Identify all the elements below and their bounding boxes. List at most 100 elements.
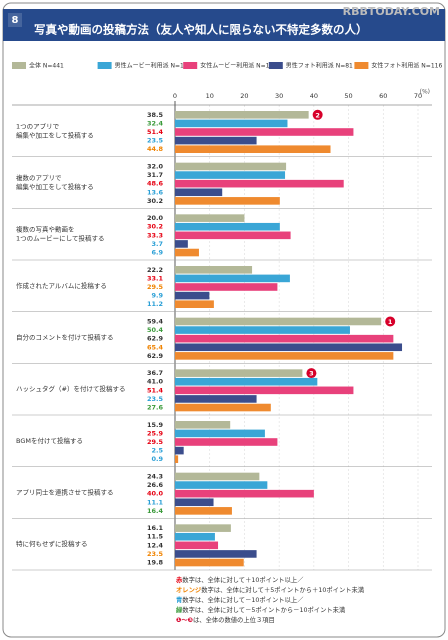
note: ❶～❸は、全体の数値の上位３項目 xyxy=(176,615,275,624)
category-label: 1つのアプリで編集や加工をして投稿する xyxy=(16,122,94,139)
bar xyxy=(175,532,215,541)
value-label: 29.5 xyxy=(147,438,164,446)
bar xyxy=(175,145,331,153)
bar xyxy=(175,266,253,274)
value-label: 23.5 xyxy=(147,395,164,403)
legend-swatch xyxy=(183,62,198,69)
bar xyxy=(175,248,199,257)
x-tick-label: 20 xyxy=(240,92,248,100)
bar xyxy=(175,291,210,300)
value-label: 40.0 xyxy=(147,490,164,498)
value-label: 9.9 xyxy=(151,292,163,300)
bar xyxy=(175,197,280,205)
bar xyxy=(175,222,280,231)
bar xyxy=(175,343,403,352)
bar xyxy=(175,283,278,291)
bar xyxy=(175,455,179,463)
value-label: 6.9 xyxy=(151,249,163,257)
bar xyxy=(175,498,214,507)
note: 赤数字は、全体に対して＋10ポイント以上／ xyxy=(176,575,304,584)
bar xyxy=(175,352,394,360)
legend-swatch xyxy=(354,62,369,69)
value-label: 30.2 xyxy=(147,197,163,205)
value-label: 20.0 xyxy=(147,214,164,222)
rank-label: 1 xyxy=(388,318,393,326)
bar xyxy=(175,541,219,550)
value-label: 44.8 xyxy=(147,145,164,153)
value-label: 51.4 xyxy=(147,386,164,394)
bar xyxy=(175,119,288,128)
value-label: 32.4 xyxy=(147,119,164,127)
note-prefix: 青 xyxy=(176,595,183,604)
category-label: 自分のコメントを付けて投稿する xyxy=(16,333,114,342)
value-label: 32.0 xyxy=(147,162,164,170)
note: オレンジ数字は、全体に対して＋5ポイントから＋10ポイント未満 xyxy=(176,585,365,594)
bar xyxy=(175,438,278,446)
note-text: 数字は、全体に対して－10ポイント以上／ xyxy=(182,595,304,604)
x-tick-label: 0 xyxy=(173,92,177,100)
value-label: 48.6 xyxy=(147,180,164,188)
bar xyxy=(175,317,382,326)
category-label: 複数のアプリで編集や加工をして投稿する xyxy=(16,173,94,191)
bar xyxy=(175,489,314,498)
value-label: 3.7 xyxy=(151,240,163,248)
value-label: 50.4 xyxy=(147,326,164,334)
bar xyxy=(175,300,214,308)
header-bar xyxy=(3,9,445,41)
value-label: 25.9 xyxy=(147,429,164,437)
value-label: 11.1 xyxy=(147,498,164,506)
value-label: 11.2 xyxy=(147,300,163,308)
bar xyxy=(175,550,257,558)
watermark: RBBTODAY.COM xyxy=(343,5,440,18)
value-label: 38.5 xyxy=(147,111,164,119)
bar xyxy=(175,395,257,403)
category-label: BGMを付けて投稿する xyxy=(16,436,83,445)
legend-swatch xyxy=(12,62,26,69)
category-label: 複数の写真や動画を 1つのムービーにして投稿する xyxy=(16,225,104,243)
category-label: 作成されたアルバムに投稿する xyxy=(16,281,107,290)
bar xyxy=(175,472,260,481)
value-label: 12.4 xyxy=(147,541,164,549)
bar xyxy=(175,136,257,145)
value-label: 65.4 xyxy=(147,343,164,351)
value-label: 62.9 xyxy=(147,352,164,360)
category-label: アプリ同士を連携させて投稿する xyxy=(16,488,114,497)
note-prefix: オレンジ xyxy=(176,586,202,594)
legend-label: 女性ムービー利用派 N=105 xyxy=(200,62,277,70)
note: 緑数字は、全体に対して－5ポイントから－10ポイント未満 xyxy=(176,605,346,614)
value-label: 13.6 xyxy=(147,188,164,196)
value-label: 11.5 xyxy=(147,533,164,541)
value-label: 0.9 xyxy=(151,455,163,463)
value-label: 24.3 xyxy=(147,472,163,480)
bar xyxy=(175,231,291,240)
value-label: 15.9 xyxy=(147,421,164,429)
note-text: 数字は、全体に対して＋10ポイント以上／ xyxy=(182,575,304,584)
bar xyxy=(175,274,290,283)
note-prefix: ❶～❸ xyxy=(176,617,193,624)
value-label: 26.6 xyxy=(147,481,164,489)
value-label: 27.6 xyxy=(147,404,164,412)
note: 青数字は、全体に対して－10ポイント以上／ xyxy=(176,595,304,604)
rank-marker xyxy=(306,368,317,379)
value-label: 2.5 xyxy=(151,447,163,455)
value-label: 41.0 xyxy=(147,378,164,386)
bar xyxy=(175,326,350,334)
bar xyxy=(175,524,231,532)
value-label: 36.7 xyxy=(147,369,163,377)
page-number: 8 xyxy=(12,15,19,26)
chart-title: 写真や動画の投稿方法（友人や知人に限らない不特定多数の人） xyxy=(34,23,368,37)
category-label: 特に何もせずに投稿する xyxy=(16,539,88,548)
rank-label: 2 xyxy=(315,111,320,119)
x-tick-label: 60 xyxy=(379,92,387,100)
value-label: 23.5 xyxy=(147,550,164,558)
value-label: 59.4 xyxy=(147,317,164,325)
bar xyxy=(175,429,265,438)
note-text: 数字は、全体に対して－5ポイントから－10ポイント未満 xyxy=(182,605,346,614)
bar xyxy=(175,188,223,197)
bar xyxy=(175,369,303,377)
bar xyxy=(175,386,354,395)
bar xyxy=(175,240,188,248)
bar xyxy=(175,377,318,386)
value-label: 16.1 xyxy=(147,524,164,532)
note-text: は、全体の数値の上位３項目 xyxy=(193,615,275,624)
